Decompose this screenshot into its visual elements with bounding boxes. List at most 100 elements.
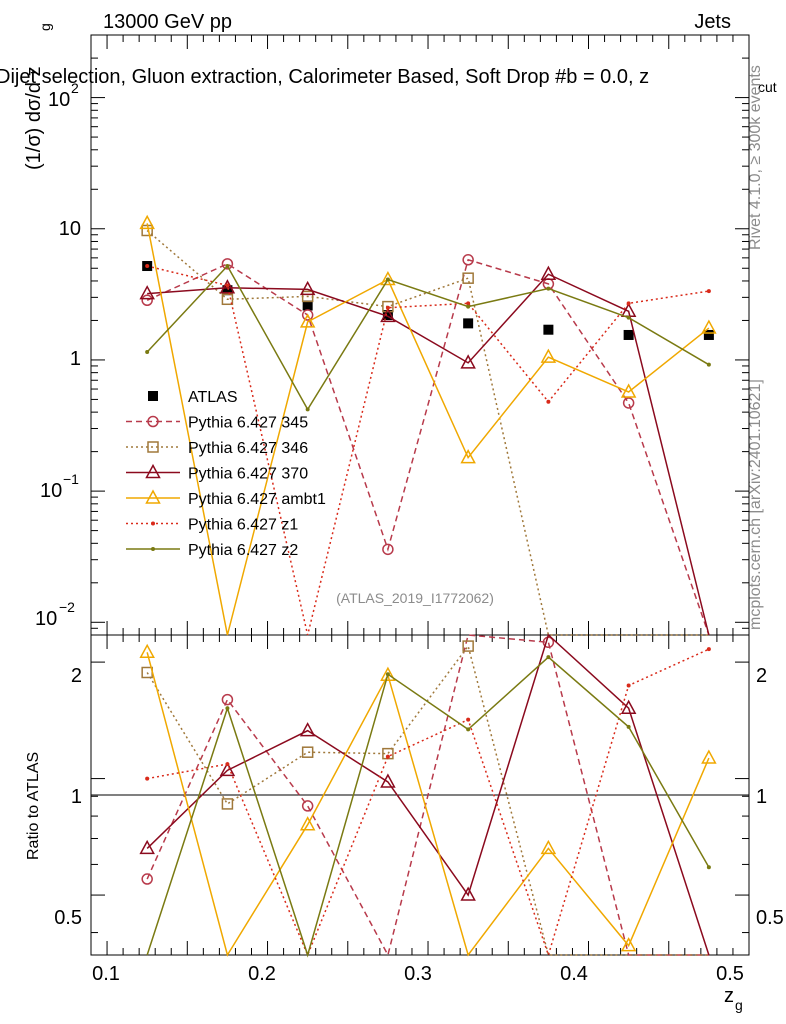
series-point	[382, 543, 394, 556]
ratio-pythia-6-427-345	[141, 634, 709, 958]
x-tick-0.1: 0.1	[92, 963, 120, 985]
series-point	[540, 348, 557, 363]
series-point	[225, 264, 230, 269]
ratio-point	[145, 776, 150, 781]
legend-label: Pythia 6.427 370	[188, 466, 308, 483]
ratio-point	[299, 722, 316, 737]
ratio-point	[219, 761, 236, 777]
series-point	[543, 324, 554, 335]
ratio-point	[706, 865, 711, 870]
legend-item-pythia-6-427-z2: Pythia 6.427 z2	[126, 542, 298, 559]
series-point	[301, 309, 314, 321]
ratio-pythia-6-427-z2	[146, 655, 711, 958]
ratio-point	[139, 643, 155, 659]
series-point	[466, 304, 471, 309]
series-point	[145, 349, 150, 354]
ratio-point	[462, 640, 474, 652]
ratio-line	[147, 648, 710, 958]
legend-item-pythia-6-427-345: Pythia 6.427 345	[126, 415, 308, 432]
x-tick-labels: 0.1 0.2 0.3 0.4 0.5	[92, 963, 744, 985]
ratio-line	[146, 633, 710, 956]
legend-marker	[151, 521, 155, 526]
series-point	[626, 315, 631, 320]
series-line	[146, 258, 710, 636]
legend-marker	[145, 489, 161, 504]
series-point	[460, 449, 476, 464]
plot-title-text: Dijet selection, Gluon extraction, Calor…	[0, 66, 649, 88]
ratio-point	[221, 693, 234, 706]
series-point	[463, 318, 474, 329]
axis-ticks	[91, 34, 750, 955]
ratio-point	[141, 873, 153, 885]
series-point	[299, 313, 316, 328]
series-point	[462, 254, 474, 266]
legend-item-pythia-6-427-z1: Pythia 6.427 z1	[126, 517, 298, 534]
legend-item-pythia-6-427-370: Pythia 6.427 370	[126, 463, 308, 483]
series-point	[382, 310, 393, 321]
legend-marker	[151, 547, 155, 551]
series-line	[146, 265, 709, 636]
main-y-tick-1e2-base: 10	[48, 89, 70, 111]
legend-label: Pythia 6.427 345	[188, 415, 308, 432]
series-pythia-6-427-z2	[145, 264, 711, 412]
series-point	[221, 258, 234, 270]
legend-marker	[147, 415, 159, 428]
series-point	[219, 279, 236, 294]
legend: ATLAS Pythia 6.427 345 Pythia 6.427 346 Pyt…	[126, 389, 326, 559]
ratio-series-layer	[139, 633, 717, 958]
series-point	[382, 300, 394, 313]
legend-label: Pythia 6.427 ambt1	[188, 491, 326, 508]
series-point	[385, 277, 390, 282]
ratio-point	[225, 762, 230, 767]
ratio-line	[146, 644, 709, 956]
legend-item-atlas: ATLAS	[148, 389, 238, 406]
series-point	[145, 264, 150, 269]
series-pythia-6-427-346	[141, 224, 709, 636]
side-text-bottom: mcplots.cern.ch [arXiv:2401.10621]	[747, 379, 764, 630]
ratio-point	[382, 747, 394, 760]
series-point	[546, 286, 551, 291]
series-point	[620, 383, 637, 398]
ratio-point	[466, 727, 471, 732]
header-right: Jets	[694, 11, 731, 33]
ratio-point	[225, 706, 230, 711]
series-point	[622, 397, 635, 409]
ratio-point	[620, 937, 637, 952]
legend-item-pythia-6-427-346: Pythia 6.427 346	[126, 440, 308, 457]
series-point	[222, 285, 233, 296]
series-line	[146, 223, 710, 636]
x-tick-0.3: 0.3	[404, 963, 432, 985]
series-point	[462, 272, 474, 284]
series-point	[546, 399, 551, 404]
series-point	[299, 280, 316, 296]
legend-label: Pythia 6.427 z2	[188, 542, 298, 559]
x-tick-0.4: 0.4	[560, 963, 588, 985]
plot-title-sub: cut	[758, 79, 777, 95]
plot-title: Dijet selection, Gluon extraction, Calor…	[0, 66, 777, 95]
ratio-line	[146, 656, 710, 958]
series-point	[626, 301, 631, 306]
ratio-point	[221, 798, 234, 810]
ratio-point	[301, 800, 314, 812]
series-point	[703, 329, 714, 340]
ratio-point	[620, 699, 637, 714]
ratio-point	[540, 839, 557, 855]
ratio-y-tick-labels: 0.5 1 2 0.5 1 2	[54, 665, 784, 929]
series-point	[305, 407, 310, 412]
series-point	[221, 293, 234, 306]
legend-marker	[148, 391, 158, 401]
analysis-watermark: (ATLAS_2019_I1772062)	[336, 590, 494, 606]
legend-label: Pythia 6.427 346	[188, 440, 308, 457]
main-y-tick-labels: 10 −2 10 −1 1 10 10 2	[35, 80, 81, 630]
series-point	[706, 289, 711, 294]
series-point	[540, 265, 557, 281]
series-point	[706, 362, 711, 367]
series-point	[623, 329, 634, 340]
ratio-point	[546, 655, 551, 660]
series-point	[701, 319, 717, 334]
y-axis-label-ratio: Ratio to ATLAS	[25, 752, 42, 860]
ratio-point	[385, 754, 390, 759]
main-y-tick-1e-1: 10 −1	[40, 471, 79, 502]
main-y-tick-1: 1	[70, 348, 81, 370]
